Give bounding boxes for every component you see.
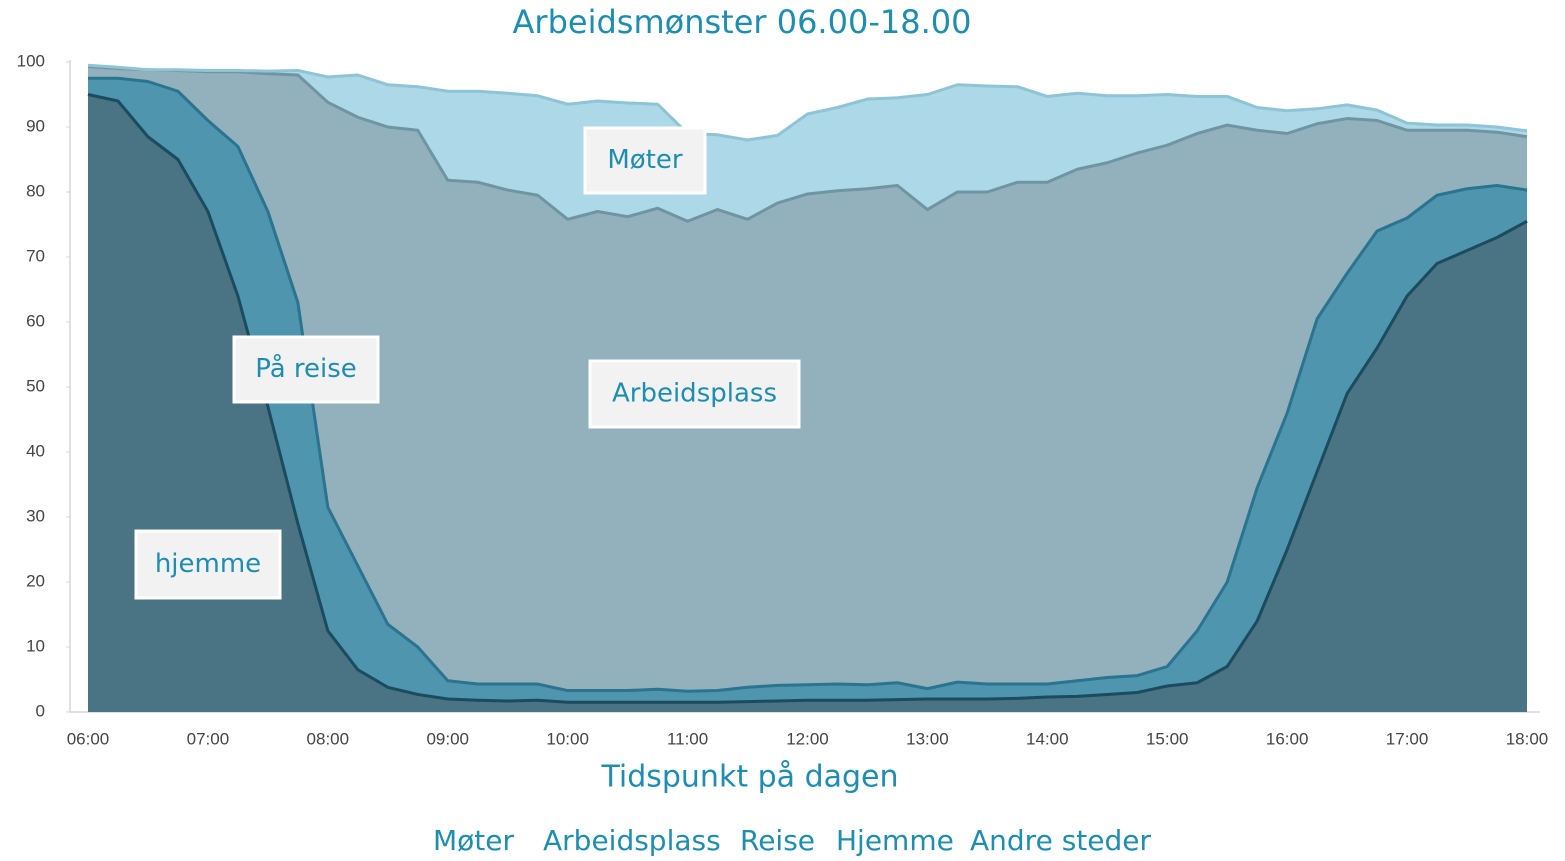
area-edge (88, 76, 1528, 693)
area-edge (87, 93, 1528, 704)
x-tick-label: 16:00 (1266, 729, 1309, 748)
area (88, 94, 1527, 712)
x-tick-label: 17:00 (1386, 729, 1429, 748)
y-tick-label: 60 (26, 311, 45, 330)
area (88, 65, 1527, 222)
y-tick-label: 70 (26, 246, 45, 265)
legend-entry: Reise (740, 824, 815, 857)
area-edge (87, 63, 1528, 142)
annotation: Arbeidsplass (588, 359, 801, 429)
annotation-box (134, 529, 282, 600)
x-axis-label: Tidspunkt på dagen (600, 760, 898, 795)
x-tick-label: 09:00 (426, 729, 469, 748)
chart-title: Arbeidsmønster 06.00-18.00 (513, 3, 972, 41)
y-tick-label: 30 (26, 506, 45, 525)
annotation-text: Arbeidsplass (612, 379, 777, 409)
x-tick-label: 06:00 (67, 729, 110, 748)
x-tick-label: 12:00 (786, 729, 829, 748)
area (88, 62, 1527, 140)
annotation: På reise (232, 335, 380, 404)
legend-entry: Andre steder (970, 824, 1151, 857)
annotation-box (583, 126, 707, 195)
legend-entry: Møter (433, 824, 514, 857)
legend-entry: Arbeidsplass (543, 824, 721, 857)
x-tick-label: 18:00 (1506, 729, 1549, 748)
x-tick-label: 13:00 (906, 729, 949, 748)
y-tick-label: 20 (26, 571, 45, 590)
y-tick-label: 50 (26, 376, 45, 395)
annotation-box (588, 359, 801, 429)
x-tick-label: 07:00 (187, 729, 230, 748)
y-tick-label: 10 (26, 636, 45, 655)
y-tick-label: 0 (36, 701, 45, 720)
annotation-text: Møter (607, 145, 683, 175)
x-tick-label: 08:00 (307, 729, 350, 748)
y-tick-label: 90 (26, 116, 45, 135)
area (88, 66, 1527, 692)
area-edge (87, 65, 1528, 223)
y-tick-label: 80 (26, 181, 45, 200)
x-tick-label: 10:00 (546, 729, 589, 748)
annotation-box (232, 335, 380, 404)
annotation: hjemme (134, 529, 282, 600)
x-tick-label: 11:00 (667, 729, 708, 748)
legend-entry: Hjemme (836, 824, 954, 857)
y-tick-label: 40 (26, 441, 45, 460)
y-tick-label: 100 (17, 51, 45, 70)
annotation-text: På reise (255, 353, 357, 384)
annotation: Møter (583, 126, 707, 195)
annotation-text: hjemme (155, 549, 261, 579)
x-tick-label: 14:00 (1026, 729, 1069, 748)
x-tick-label: 15:00 (1146, 729, 1189, 748)
